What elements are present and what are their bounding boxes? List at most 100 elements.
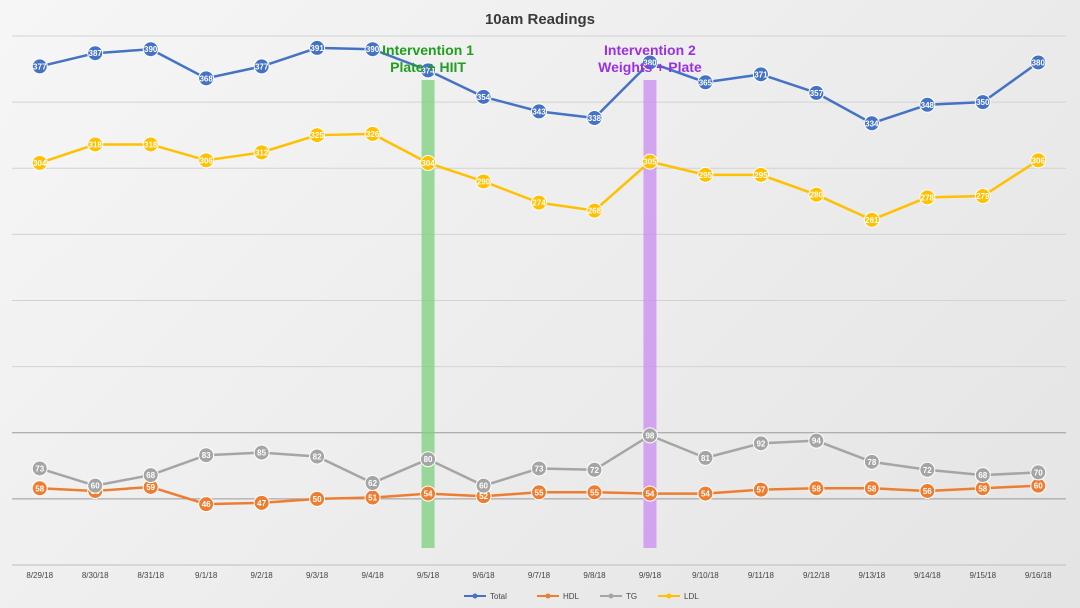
x-tick-label: 8/31/18 [137, 571, 164, 580]
data-point-total [31, 58, 48, 75]
data-point-ldl [87, 136, 104, 153]
data-point-ldl [1030, 152, 1047, 169]
data-point-hdl [919, 482, 936, 499]
legend-entry-label: HDL [563, 592, 580, 601]
data-label-total: 357 [810, 89, 824, 98]
data-point-ldl [919, 189, 936, 206]
data-label-tg: 73 [535, 464, 544, 473]
data-label-ldl: 312 [255, 148, 269, 157]
data-label-hdl: 58 [867, 484, 876, 493]
data-label-tg: 78 [867, 458, 876, 467]
data-label-ldl: 306 [1032, 156, 1046, 165]
intervention-bands [421, 80, 657, 548]
x-tick-label: 9/6/18 [472, 571, 495, 580]
data-point-ldl [364, 125, 381, 142]
data-label-hdl: 47 [257, 499, 266, 508]
data-label-ldl: 280 [810, 191, 824, 200]
legend: Total HDL TG LDL [464, 592, 699, 601]
data-label-ldl: 325 [310, 131, 324, 140]
data-label-ldl: 304 [421, 159, 435, 168]
data-point-tg [475, 477, 492, 494]
intervention-band [643, 80, 657, 548]
data-label-total: 390 [144, 45, 158, 54]
data-point-total [974, 94, 991, 111]
data-point-hdl [586, 484, 603, 501]
data-point-total [697, 74, 714, 91]
chart-title: 10am Readings [485, 11, 595, 28]
data-label-tg: 70 [1034, 468, 1043, 477]
legend-entry-label: LDL [684, 592, 699, 601]
legend-swatch-marker [545, 593, 551, 599]
data-point-hdl [752, 481, 769, 498]
data-point-ldl [198, 152, 215, 169]
data-label-hdl: 52 [479, 492, 488, 501]
data-label-tg: 72 [923, 466, 932, 475]
x-tick-label: 9/3/18 [306, 571, 329, 580]
data-point-tg [1030, 464, 1047, 481]
data-label-total: 390 [366, 45, 380, 54]
data-point-hdl [808, 480, 825, 497]
data-point-ldl [309, 127, 326, 144]
data-label-ldl: 318 [144, 140, 158, 149]
data-label-total: 377 [255, 62, 269, 71]
data-label-ldl: 278 [921, 193, 935, 202]
x-axis: 8/29/18 8/30/18 8/31/18 9/1/18 9/2/18 9/3/18 9… [26, 571, 1052, 580]
data-point-tg [863, 453, 880, 470]
data-point-ldl [697, 166, 714, 183]
data-label-hdl: 59 [146, 483, 155, 492]
data-label-total: 391 [310, 44, 324, 53]
data-label-tg: 92 [756, 439, 765, 448]
data-point-hdl [253, 494, 270, 511]
x-tick-label: 9/13/18 [858, 571, 885, 580]
data-point-total [198, 70, 215, 87]
x-tick-label: 9/1/18 [195, 571, 218, 580]
data-point-ldl [863, 211, 880, 228]
data-label-ldl: 295 [754, 171, 768, 180]
data-label-total: 387 [89, 49, 103, 58]
data-label-tg: 68 [146, 471, 155, 480]
legend-swatch-marker [472, 593, 478, 599]
intervention-label: Weights + Plate [598, 59, 702, 75]
x-tick-label: 8/29/18 [26, 571, 53, 580]
data-point-total [420, 62, 437, 79]
data-label-total: 380 [643, 58, 657, 67]
data-label-hdl: 54 [645, 490, 654, 499]
data-label-tg: 83 [202, 451, 211, 460]
data-point-total [364, 41, 381, 58]
intervention-label: Intervention 1 [382, 42, 474, 58]
data-point-hdl [531, 484, 547, 501]
data-point-total [919, 96, 936, 113]
data-label-tg: 82 [313, 453, 322, 462]
data-label-hdl: 57 [756, 486, 765, 495]
data-point-total [863, 115, 880, 132]
data-point-tg [198, 447, 215, 464]
data-label-ldl: 306 [199, 156, 213, 165]
intervention-label: Intervention 2 [604, 42, 696, 58]
x-tick-label: 8/30/18 [82, 571, 109, 580]
data-point-total [253, 58, 270, 75]
intervention-label: Plate + HIIT [390, 59, 466, 75]
data-point-hdl [641, 485, 658, 502]
data-label-hdl: 56 [923, 487, 932, 496]
data-label-tg: 98 [645, 431, 654, 440]
data-label-total: 380 [1032, 58, 1046, 67]
data-label-tg: 73 [35, 464, 44, 473]
data-label-total: 365 [699, 78, 713, 87]
data-point-ldl [142, 136, 159, 153]
data-label-total: 348 [921, 101, 935, 110]
x-tick-label: 9/9/18 [639, 571, 662, 580]
data-point-tg [420, 451, 437, 468]
data-point-tg [752, 435, 769, 452]
x-tick-label: 9/10/18 [692, 571, 719, 580]
legend-entry-label: Total [490, 592, 507, 601]
data-label-ldl: 304 [33, 159, 47, 168]
data-label-tg: 68 [978, 471, 987, 480]
data-label-hdl: 54 [424, 490, 433, 499]
data-point-ldl [808, 186, 825, 203]
data-point-hdl [31, 480, 48, 497]
data-point-hdl [697, 485, 714, 502]
data-point-tg [808, 432, 825, 449]
